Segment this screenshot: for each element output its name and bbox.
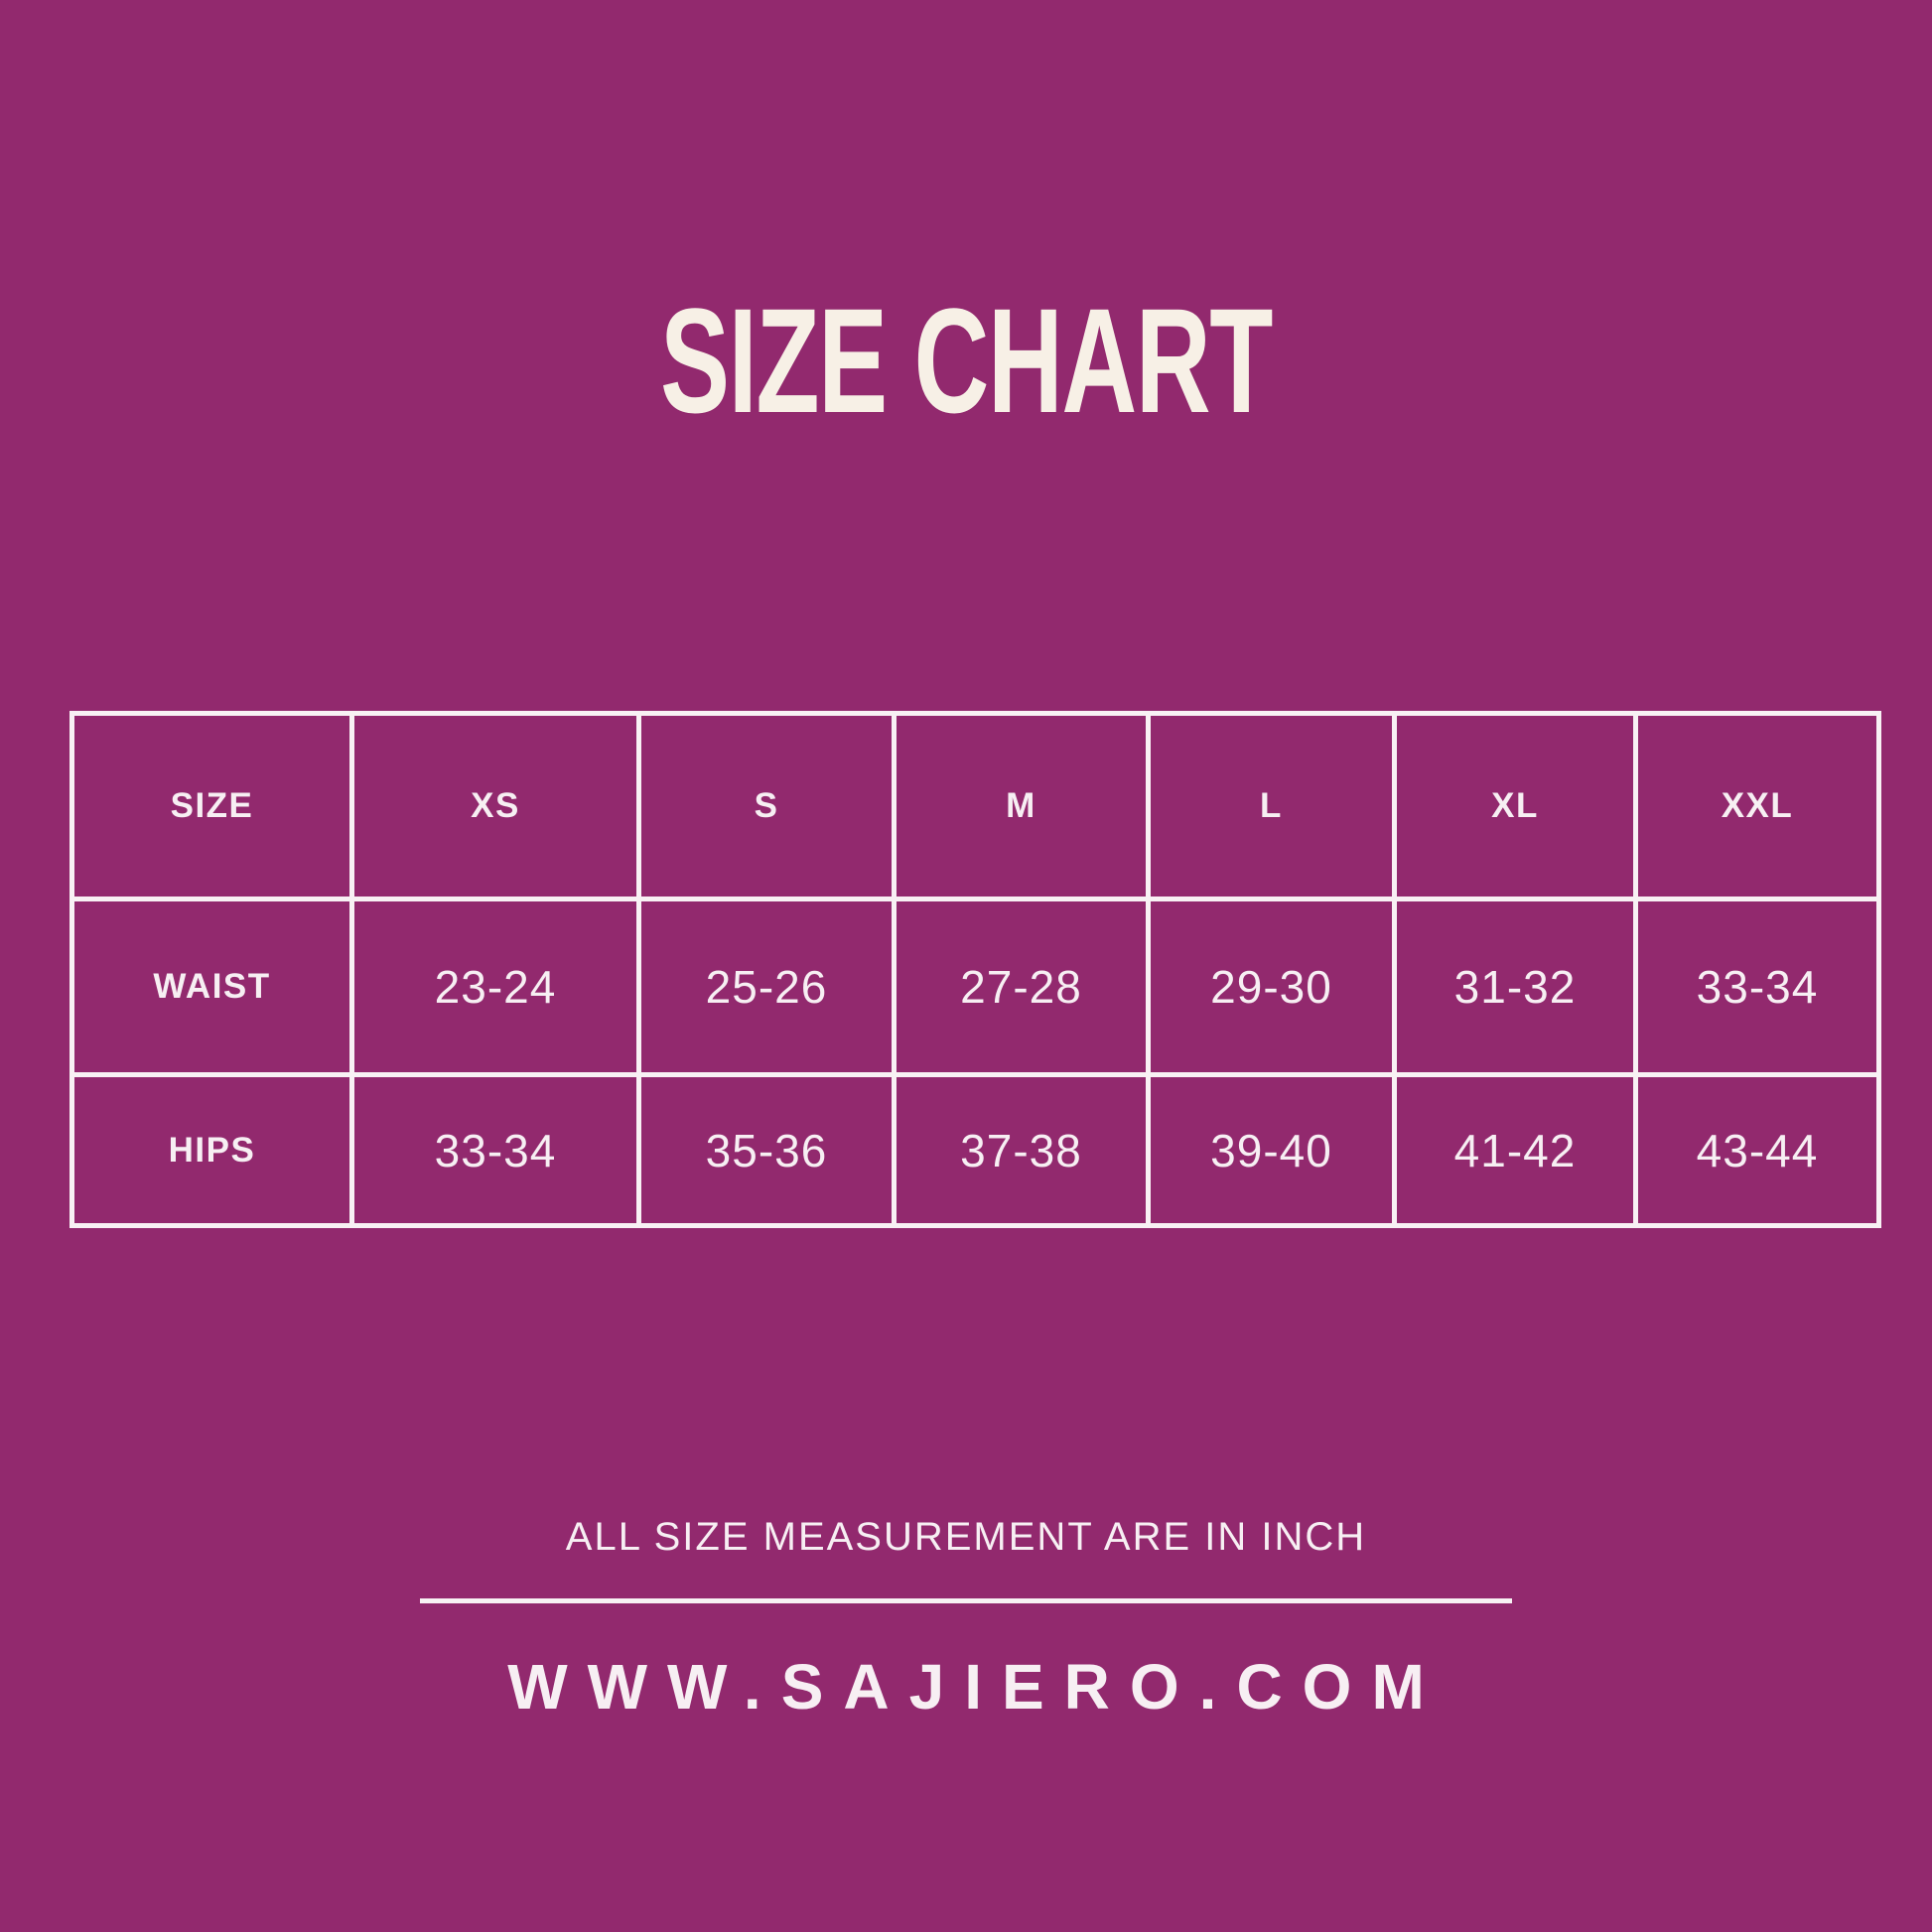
table-header-row: SIZE XS S M L XL XXL <box>69 711 1881 901</box>
table-cell-waist-xxl: 33-34 <box>1633 897 1881 1077</box>
table-cell-waist-s: 25-26 <box>636 897 897 1077</box>
column-header-xs: XS <box>349 711 641 901</box>
column-header-l: L <box>1146 711 1397 901</box>
website-url: WWW.SAJIERO.COM <box>507 1651 1445 1723</box>
size-table: SIZE XS S M L XL XXL WAIST 23-24 25-26 2… <box>69 711 1881 1228</box>
page-title: SIZE CHART <box>660 277 1273 444</box>
table-cell-waist-xs: 23-24 <box>349 897 641 1077</box>
row-label-waist: WAIST <box>69 897 354 1077</box>
table-cell-hips-xs: 33-34 <box>349 1072 641 1228</box>
table-cell-hips-s: 35-36 <box>636 1072 897 1228</box>
table-cell-hips-l: 39-40 <box>1146 1072 1397 1228</box>
column-header-xxl: XXL <box>1633 711 1881 901</box>
column-header-xl: XL <box>1392 711 1638 901</box>
table-cell-waist-l: 29-30 <box>1146 897 1397 1077</box>
divider-line <box>420 1598 1512 1603</box>
table-cell-hips-xl: 41-42 <box>1392 1072 1638 1228</box>
column-header-size: SIZE <box>69 711 354 901</box>
table-cell-hips-m: 37-38 <box>892 1072 1151 1228</box>
table-row-waist: WAIST 23-24 25-26 27-28 29-30 31-32 33-3… <box>69 897 1881 1077</box>
table-cell-hips-xxl: 43-44 <box>1633 1072 1881 1228</box>
column-header-s: S <box>636 711 897 901</box>
table-row-hips: HIPS 33-34 35-36 37-38 39-40 41-42 43-44 <box>69 1072 1881 1228</box>
measurement-note: ALL SIZE MEASUREMENT ARE IN INCH <box>565 1515 1367 1559</box>
row-label-hips: HIPS <box>69 1072 354 1228</box>
column-header-m: M <box>892 711 1151 901</box>
table-cell-waist-m: 27-28 <box>892 897 1151 1077</box>
table-cell-waist-xl: 31-32 <box>1392 897 1638 1077</box>
